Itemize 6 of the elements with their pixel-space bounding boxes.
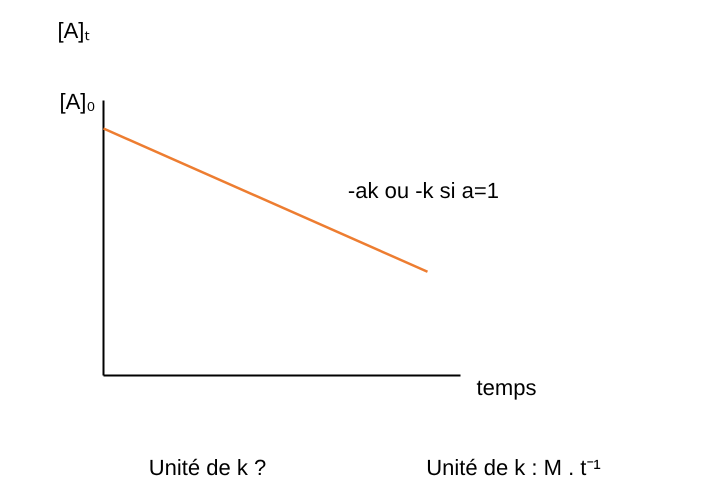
annotation: -ak ou -k si a=1	[348, 178, 499, 203]
y-axis-title: [A]ₜ	[58, 18, 90, 43]
text: Unité de k : M . t⁻¹	[426, 455, 601, 478]
text: Unité de k ?	[148, 455, 266, 478]
text: [A]₀	[59, 89, 96, 114]
x-axis-title: temps	[476, 375, 536, 400]
